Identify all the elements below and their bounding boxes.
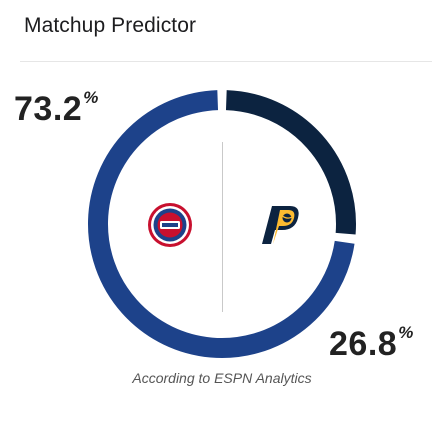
pistons-logo-icon[interactable] [147, 202, 193, 248]
team-divider [222, 142, 223, 312]
right-team-win-percentage: 26.8% [329, 324, 414, 363]
header-divider [20, 61, 432, 62]
left-team-probability-arc [88, 90, 355, 358]
left-team-win-value: 73.2 [14, 90, 83, 128]
right-team-win-value: 26.8 [329, 325, 398, 363]
source-attribution: According to ESPN Analytics [132, 370, 312, 386]
left-team-win-percentage: 73.2% [14, 89, 99, 128]
pacers-logo-icon[interactable] [252, 204, 302, 246]
right-team-probability-arc [225, 90, 356, 235]
page-title: Matchup Predictor [24, 14, 197, 37]
left-team-percent-sign: % [83, 88, 99, 107]
right-team-percent-sign: % [398, 323, 414, 342]
